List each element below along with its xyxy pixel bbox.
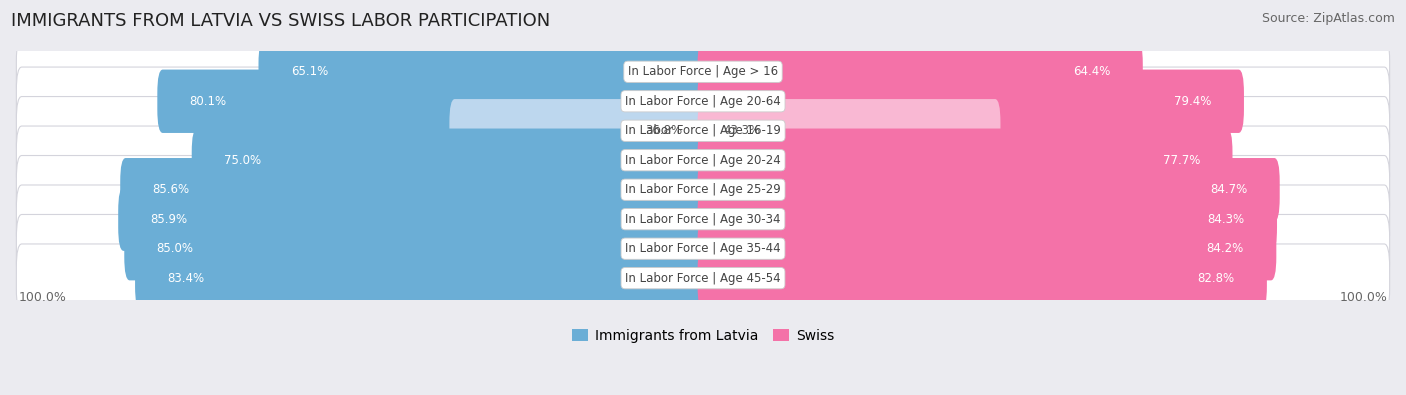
FancyBboxPatch shape	[697, 217, 1277, 280]
FancyBboxPatch shape	[697, 40, 1143, 103]
Text: 77.7%: 77.7%	[1163, 154, 1201, 167]
FancyBboxPatch shape	[450, 99, 709, 162]
Text: In Labor Force | Age 20-24: In Labor Force | Age 20-24	[626, 154, 780, 167]
Text: In Labor Force | Age 25-29: In Labor Force | Age 25-29	[626, 183, 780, 196]
Text: 85.6%: 85.6%	[153, 183, 190, 196]
FancyBboxPatch shape	[697, 99, 1001, 162]
Text: 65.1%: 65.1%	[291, 65, 328, 78]
Text: In Labor Force | Age 30-34: In Labor Force | Age 30-34	[626, 213, 780, 226]
Text: 100.0%: 100.0%	[18, 291, 66, 304]
Text: 36.8%: 36.8%	[645, 124, 683, 137]
FancyBboxPatch shape	[17, 38, 1389, 106]
Text: In Labor Force | Age 45-54: In Labor Force | Age 45-54	[626, 272, 780, 285]
FancyBboxPatch shape	[17, 185, 1389, 254]
Text: 82.8%: 82.8%	[1198, 272, 1234, 285]
FancyBboxPatch shape	[157, 70, 709, 133]
Text: 85.9%: 85.9%	[150, 213, 188, 226]
Text: IMMIGRANTS FROM LATVIA VS SWISS LABOR PARTICIPATION: IMMIGRANTS FROM LATVIA VS SWISS LABOR PA…	[11, 12, 551, 30]
Text: 83.4%: 83.4%	[167, 272, 204, 285]
FancyBboxPatch shape	[17, 244, 1389, 312]
FancyBboxPatch shape	[697, 188, 1277, 251]
Text: Source: ZipAtlas.com: Source: ZipAtlas.com	[1261, 12, 1395, 25]
FancyBboxPatch shape	[17, 96, 1389, 165]
FancyBboxPatch shape	[697, 70, 1244, 133]
Text: 80.1%: 80.1%	[190, 95, 226, 108]
Text: In Labor Force | Age > 16: In Labor Force | Age > 16	[628, 65, 778, 78]
FancyBboxPatch shape	[17, 67, 1389, 135]
Text: 84.3%: 84.3%	[1208, 213, 1244, 226]
FancyBboxPatch shape	[118, 188, 709, 251]
FancyBboxPatch shape	[124, 217, 709, 280]
FancyBboxPatch shape	[259, 40, 709, 103]
Text: 43.3%: 43.3%	[723, 124, 761, 137]
Text: In Labor Force | Age 20-64: In Labor Force | Age 20-64	[626, 95, 780, 108]
Text: 85.0%: 85.0%	[156, 242, 194, 255]
FancyBboxPatch shape	[17, 156, 1389, 224]
FancyBboxPatch shape	[17, 126, 1389, 194]
Text: 75.0%: 75.0%	[224, 154, 262, 167]
FancyBboxPatch shape	[191, 128, 709, 192]
FancyBboxPatch shape	[17, 214, 1389, 283]
Text: 64.4%: 64.4%	[1073, 65, 1111, 78]
Text: In Labor Force | Age 35-44: In Labor Force | Age 35-44	[626, 242, 780, 255]
FancyBboxPatch shape	[697, 128, 1233, 192]
Text: 84.2%: 84.2%	[1206, 242, 1244, 255]
FancyBboxPatch shape	[697, 158, 1279, 222]
Text: 79.4%: 79.4%	[1174, 95, 1212, 108]
Text: In Labor Force | Age 16-19: In Labor Force | Age 16-19	[626, 124, 780, 137]
FancyBboxPatch shape	[121, 158, 709, 222]
Text: 84.7%: 84.7%	[1211, 183, 1247, 196]
Text: 100.0%: 100.0%	[1340, 291, 1388, 304]
FancyBboxPatch shape	[697, 246, 1267, 310]
FancyBboxPatch shape	[135, 246, 709, 310]
Legend: Immigrants from Latvia, Swiss: Immigrants from Latvia, Swiss	[567, 323, 839, 348]
